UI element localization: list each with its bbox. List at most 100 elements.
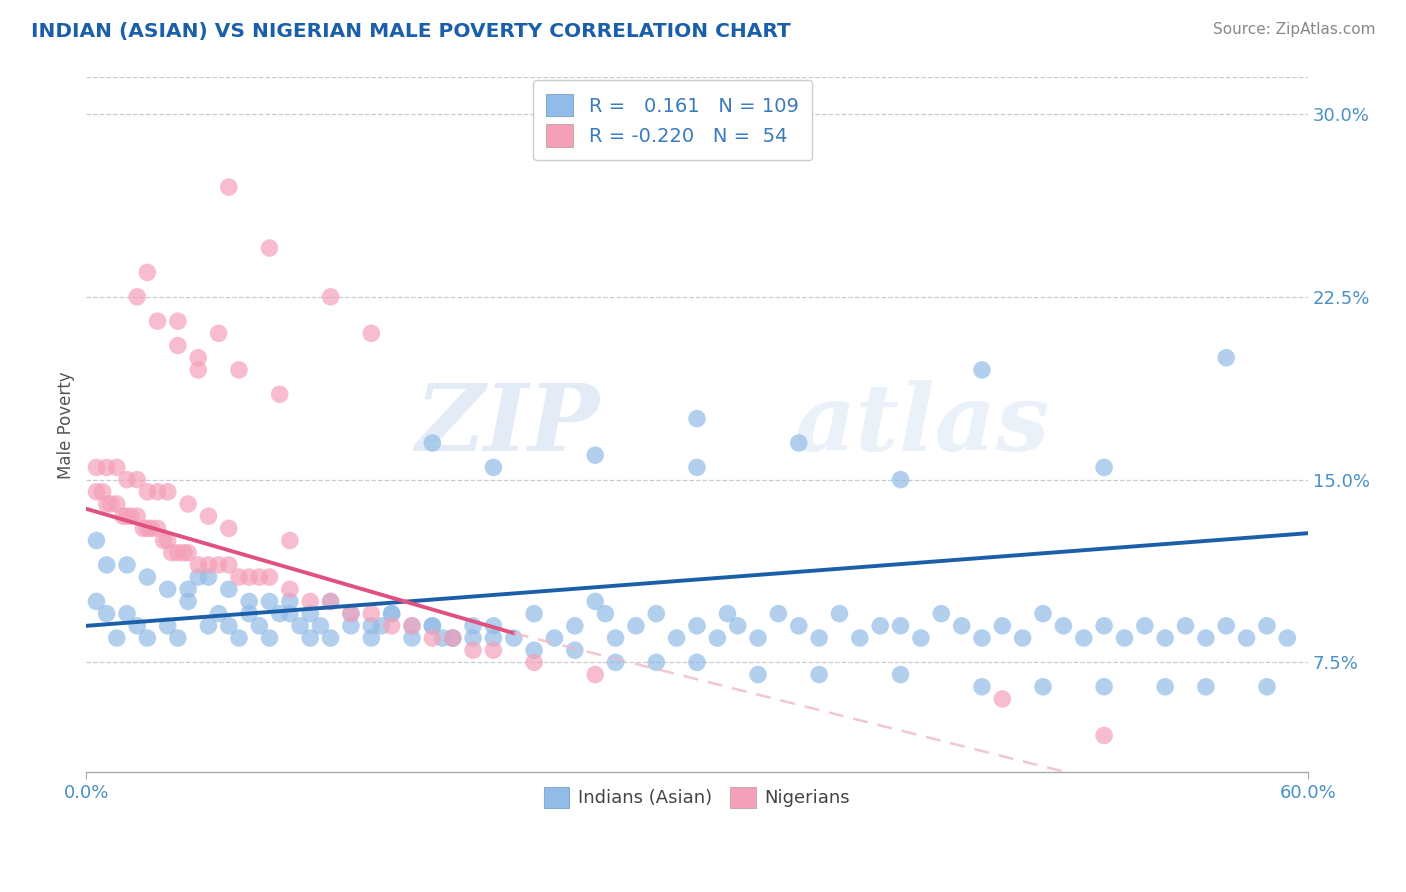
- Point: [177, 546, 200, 560]
- Point: [381, 607, 404, 621]
- Point: [105, 631, 128, 645]
- Point: [1236, 631, 1258, 645]
- Point: [238, 594, 260, 608]
- Point: [1032, 607, 1054, 621]
- Point: [177, 497, 200, 511]
- Point: [238, 570, 260, 584]
- Point: [1092, 680, 1115, 694]
- Point: [1032, 680, 1054, 694]
- Point: [160, 546, 183, 560]
- Point: [583, 448, 606, 462]
- Point: [441, 631, 464, 645]
- Point: [1256, 680, 1278, 694]
- Point: [595, 607, 617, 621]
- Point: [422, 619, 444, 633]
- Point: [401, 619, 423, 633]
- Point: [401, 631, 423, 645]
- Point: [381, 607, 404, 621]
- Point: [96, 497, 118, 511]
- Point: [849, 631, 872, 645]
- Point: [96, 558, 118, 572]
- Point: [1114, 631, 1136, 645]
- Point: [105, 497, 128, 511]
- Point: [228, 363, 250, 377]
- Point: [141, 521, 163, 535]
- Point: [564, 619, 586, 633]
- Point: [665, 631, 688, 645]
- Point: [167, 314, 190, 328]
- Point: [173, 546, 195, 560]
- Point: [319, 290, 342, 304]
- Point: [86, 533, 108, 548]
- Point: [115, 509, 138, 524]
- Point: [461, 643, 484, 657]
- Point: [869, 619, 891, 633]
- Point: [115, 607, 138, 621]
- Point: [686, 656, 709, 670]
- Point: [299, 594, 322, 608]
- Point: [1277, 631, 1299, 645]
- Point: [167, 338, 190, 352]
- Point: [1174, 619, 1197, 633]
- Point: [218, 619, 240, 633]
- Point: [1092, 619, 1115, 633]
- Point: [127, 509, 149, 524]
- Point: [247, 570, 270, 584]
- Point: [624, 619, 647, 633]
- Point: [910, 631, 932, 645]
- Point: [136, 484, 159, 499]
- Point: [187, 351, 209, 365]
- Point: [645, 607, 668, 621]
- Point: [136, 521, 159, 535]
- Point: [156, 484, 179, 499]
- Point: [127, 473, 149, 487]
- Point: [299, 631, 322, 645]
- Point: [929, 607, 952, 621]
- Point: [86, 594, 108, 608]
- Point: [259, 594, 281, 608]
- Point: [422, 619, 444, 633]
- Point: [787, 436, 810, 450]
- Point: [890, 619, 912, 633]
- Point: [105, 460, 128, 475]
- Point: [167, 546, 190, 560]
- Point: [441, 631, 464, 645]
- Point: [461, 619, 484, 633]
- Point: [340, 607, 363, 621]
- Point: [91, 484, 114, 499]
- Point: [319, 594, 342, 608]
- Point: [288, 619, 311, 633]
- Point: [207, 326, 229, 341]
- Point: [360, 619, 382, 633]
- Point: [970, 363, 993, 377]
- Point: [115, 558, 138, 572]
- Point: [228, 631, 250, 645]
- Point: [523, 656, 546, 670]
- Point: [605, 656, 627, 670]
- Point: [787, 619, 810, 633]
- Point: [197, 570, 219, 584]
- Point: [187, 558, 209, 572]
- Point: [96, 607, 118, 621]
- Point: [96, 460, 118, 475]
- Point: [146, 484, 169, 499]
- Point: [127, 619, 149, 633]
- Point: [523, 607, 546, 621]
- Point: [278, 607, 301, 621]
- Point: [146, 314, 169, 328]
- Point: [970, 680, 993, 694]
- Point: [152, 533, 174, 548]
- Point: [747, 631, 769, 645]
- Point: [1215, 351, 1237, 365]
- Point: [1215, 619, 1237, 633]
- Point: [132, 521, 155, 535]
- Point: [716, 607, 738, 621]
- Point: [136, 265, 159, 279]
- Point: [115, 473, 138, 487]
- Point: [583, 667, 606, 681]
- Point: [727, 619, 749, 633]
- Point: [1011, 631, 1033, 645]
- Point: [1154, 680, 1177, 694]
- Point: [645, 656, 668, 670]
- Point: [1092, 460, 1115, 475]
